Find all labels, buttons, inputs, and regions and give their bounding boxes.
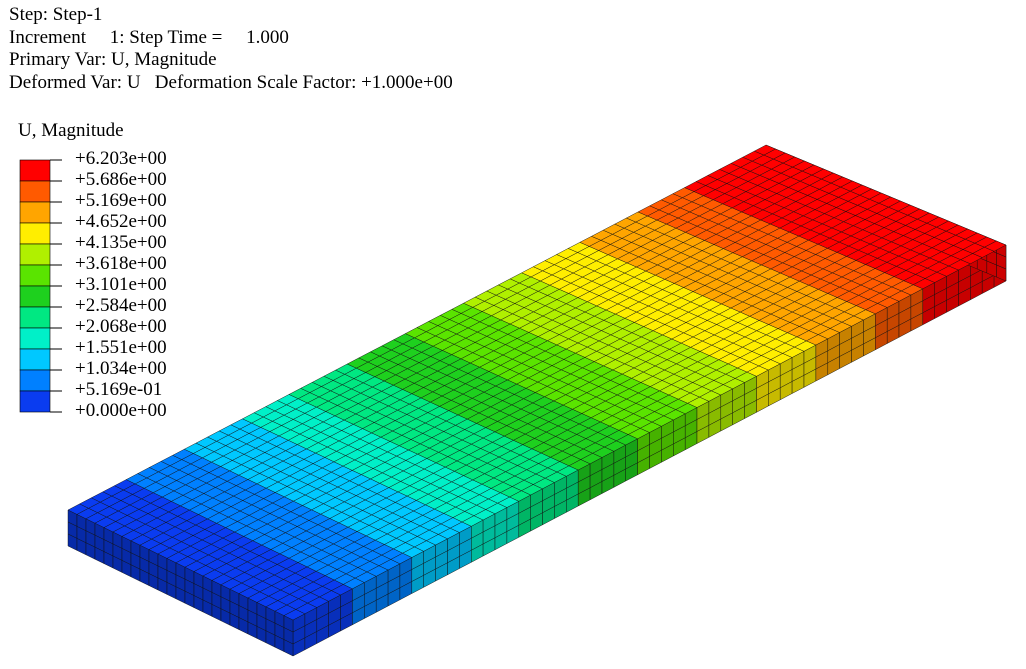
legend-swatch — [19, 222, 51, 245]
step-info: Step: Step-1 Increment 1: Step Time = 1.… — [9, 4, 453, 94]
legend-label: +2.584e+00 — [75, 295, 167, 316]
legend-label: +4.652e+00 — [75, 211, 167, 232]
legend-label: +4.135e+00 — [75, 232, 167, 253]
legend-swatch — [19, 180, 51, 203]
legend-swatch — [19, 201, 51, 224]
legend-label: +0.000e+00 — [75, 400, 167, 421]
legend-label: +2.068e+00 — [75, 316, 167, 337]
legend-label: +3.618e+00 — [75, 253, 167, 274]
legend-label: +5.686e+00 — [75, 169, 167, 190]
legend-color-scale — [19, 159, 62, 413]
legend-swatch — [19, 348, 51, 371]
deformed-var-label: Deformed Var: U Deformation Scale Factor… — [9, 71, 453, 93]
legend-swatch — [19, 285, 51, 308]
mesh-element — [983, 240, 1007, 252]
primary-var-label: Primary Var: U, Magnitude — [9, 49, 217, 70]
legend-label: +1.551e+00 — [75, 337, 167, 358]
mesh-top-face — [67, 144, 1007, 621]
legend-swatch — [19, 243, 51, 266]
step-label: Step: Step-1 — [9, 4, 103, 25]
legend-swatch — [19, 390, 51, 413]
mesh-element — [283, 639, 294, 657]
legend-swatch — [19, 306, 51, 329]
legend-label: +3.101e+00 — [75, 274, 167, 295]
legend-label: +6.203e+00 — [75, 148, 167, 169]
legend-swatch — [19, 264, 51, 287]
legend-label: +5.169e+00 — [75, 190, 167, 211]
legend-label: +5.169e-01 — [75, 379, 163, 400]
legend-swatch — [19, 369, 51, 392]
increment-label: Increment 1: Step Time = 1.000 — [9, 26, 289, 48]
legend-swatch — [19, 327, 51, 350]
legend-swatch — [19, 159, 51, 182]
legend-title: U, Magnitude — [18, 120, 124, 141]
legend-label: +1.034e+00 — [75, 358, 167, 379]
